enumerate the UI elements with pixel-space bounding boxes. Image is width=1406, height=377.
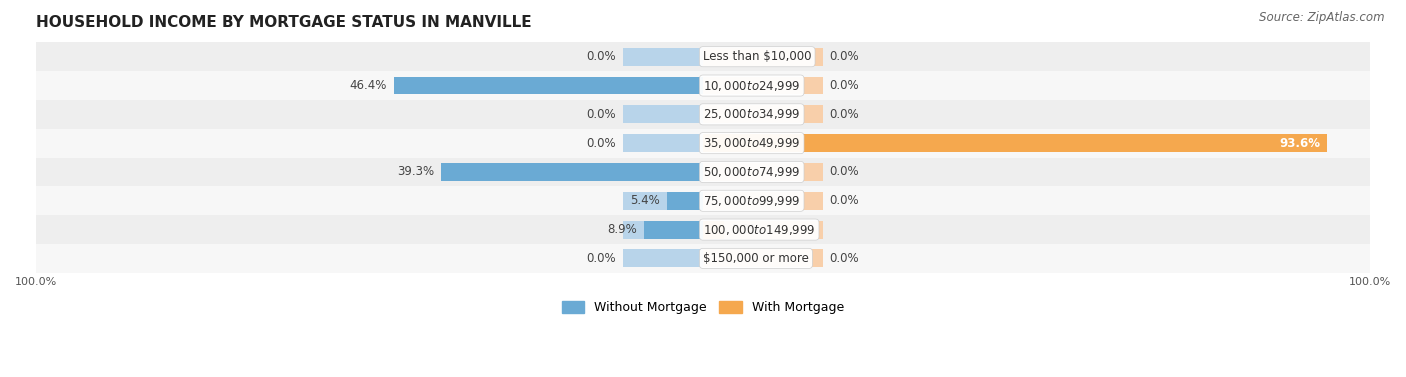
Text: 3.2%: 3.2% bbox=[731, 223, 761, 236]
Bar bbox=[703, 48, 823, 66]
Bar bbox=[623, 106, 703, 123]
Bar bbox=[703, 106, 823, 123]
Text: 0.0%: 0.0% bbox=[830, 79, 859, 92]
Text: $50,000 to $74,999: $50,000 to $74,999 bbox=[703, 165, 800, 179]
Bar bbox=[703, 134, 823, 152]
Text: Less than $10,000: Less than $10,000 bbox=[703, 50, 811, 63]
Bar bbox=[3, 215, 1403, 244]
Text: $150,000 or more: $150,000 or more bbox=[703, 252, 808, 265]
Bar bbox=[703, 163, 823, 181]
Bar bbox=[3, 129, 1403, 158]
Text: 8.9%: 8.9% bbox=[607, 223, 637, 236]
Bar bbox=[623, 221, 703, 239]
Text: 5.4%: 5.4% bbox=[630, 194, 661, 207]
Bar bbox=[3, 71, 1403, 100]
Text: 0.0%: 0.0% bbox=[830, 50, 859, 63]
Text: 39.3%: 39.3% bbox=[396, 166, 434, 178]
Bar bbox=[623, 163, 703, 181]
Text: 0.0%: 0.0% bbox=[586, 50, 616, 63]
Bar bbox=[3, 186, 1403, 215]
Bar bbox=[3, 42, 1403, 71]
Bar bbox=[623, 192, 703, 210]
Legend: Without Mortgage, With Mortgage: Without Mortgage, With Mortgage bbox=[557, 296, 849, 319]
Text: 0.0%: 0.0% bbox=[830, 166, 859, 178]
Bar bbox=[441, 163, 703, 181]
Text: $25,000 to $34,999: $25,000 to $34,999 bbox=[703, 107, 800, 121]
Text: 0.0%: 0.0% bbox=[586, 136, 616, 150]
Bar bbox=[623, 48, 703, 66]
Text: 93.6%: 93.6% bbox=[1279, 136, 1320, 150]
Bar bbox=[644, 221, 703, 239]
Text: 46.4%: 46.4% bbox=[350, 79, 387, 92]
Text: 0.0%: 0.0% bbox=[586, 108, 616, 121]
Bar bbox=[3, 244, 1403, 273]
Bar bbox=[703, 250, 823, 267]
Bar bbox=[623, 134, 703, 152]
Bar bbox=[703, 192, 823, 210]
Text: $100,000 to $149,999: $100,000 to $149,999 bbox=[703, 222, 815, 237]
Bar bbox=[394, 77, 703, 95]
Bar bbox=[703, 221, 724, 239]
Text: 0.0%: 0.0% bbox=[830, 252, 859, 265]
Bar bbox=[623, 250, 703, 267]
Text: 0.0%: 0.0% bbox=[586, 252, 616, 265]
Bar bbox=[3, 100, 1403, 129]
Text: $10,000 to $24,999: $10,000 to $24,999 bbox=[703, 78, 800, 92]
Bar bbox=[623, 77, 703, 95]
Text: Source: ZipAtlas.com: Source: ZipAtlas.com bbox=[1260, 11, 1385, 24]
Text: $35,000 to $49,999: $35,000 to $49,999 bbox=[703, 136, 800, 150]
Bar bbox=[703, 77, 823, 95]
Text: $75,000 to $99,999: $75,000 to $99,999 bbox=[703, 194, 800, 208]
Bar bbox=[666, 192, 703, 210]
Bar bbox=[3, 158, 1403, 186]
Text: 0.0%: 0.0% bbox=[830, 108, 859, 121]
Text: HOUSEHOLD INCOME BY MORTGAGE STATUS IN MANVILLE: HOUSEHOLD INCOME BY MORTGAGE STATUS IN M… bbox=[37, 15, 531, 30]
Bar bbox=[703, 221, 823, 239]
Text: 0.0%: 0.0% bbox=[830, 194, 859, 207]
Bar bbox=[703, 134, 1327, 152]
